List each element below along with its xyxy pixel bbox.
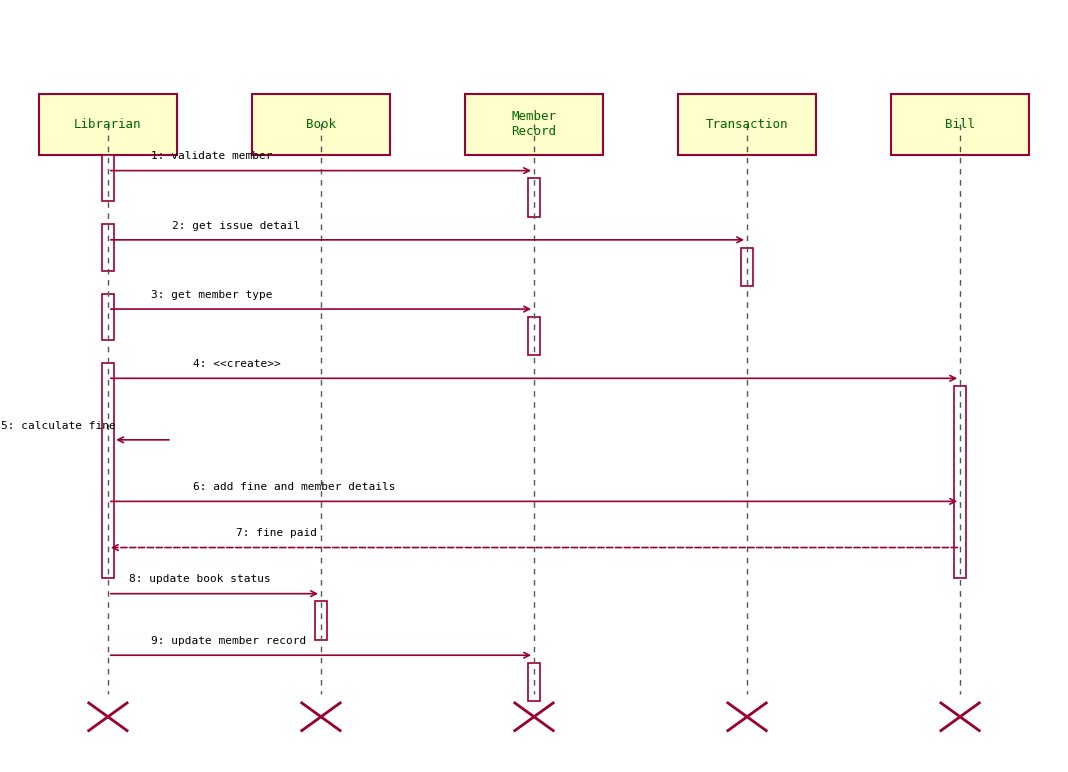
Bar <box>101 155 114 201</box>
Text: 7: fine paid: 7: fine paid <box>236 528 317 538</box>
Bar <box>101 293 114 340</box>
Text: 2: get issue detail: 2: get issue detail <box>172 221 300 231</box>
Bar <box>528 178 540 217</box>
FancyBboxPatch shape <box>38 93 177 155</box>
Text: Transaction: Transaction <box>706 118 788 131</box>
Bar <box>101 363 114 578</box>
Text: 4: <<create>>: 4: <<create>> <box>193 359 281 369</box>
Bar <box>954 386 967 578</box>
FancyBboxPatch shape <box>891 93 1030 155</box>
Text: Librarian: Librarian <box>74 118 142 131</box>
Text: Member
Record: Member Record <box>512 110 556 138</box>
Bar <box>315 601 328 640</box>
Text: Book: Book <box>305 118 336 131</box>
Bar <box>528 663 540 702</box>
Text: 3: get member type: 3: get member type <box>151 290 272 300</box>
Text: 8: update book status: 8: update book status <box>129 574 271 584</box>
Text: Bill: Bill <box>945 118 975 131</box>
Bar <box>528 317 540 355</box>
Bar <box>101 225 114 271</box>
Text: 6: add fine and member details: 6: add fine and member details <box>193 482 395 493</box>
Text: 5: calculate fine: 5: calculate fine <box>1 421 116 431</box>
Text: 9: update member record: 9: update member record <box>151 636 305 646</box>
Text: 1: validate member: 1: validate member <box>151 151 272 161</box>
Bar <box>740 248 753 286</box>
FancyBboxPatch shape <box>678 93 816 155</box>
FancyBboxPatch shape <box>252 93 390 155</box>
FancyBboxPatch shape <box>465 93 603 155</box>
